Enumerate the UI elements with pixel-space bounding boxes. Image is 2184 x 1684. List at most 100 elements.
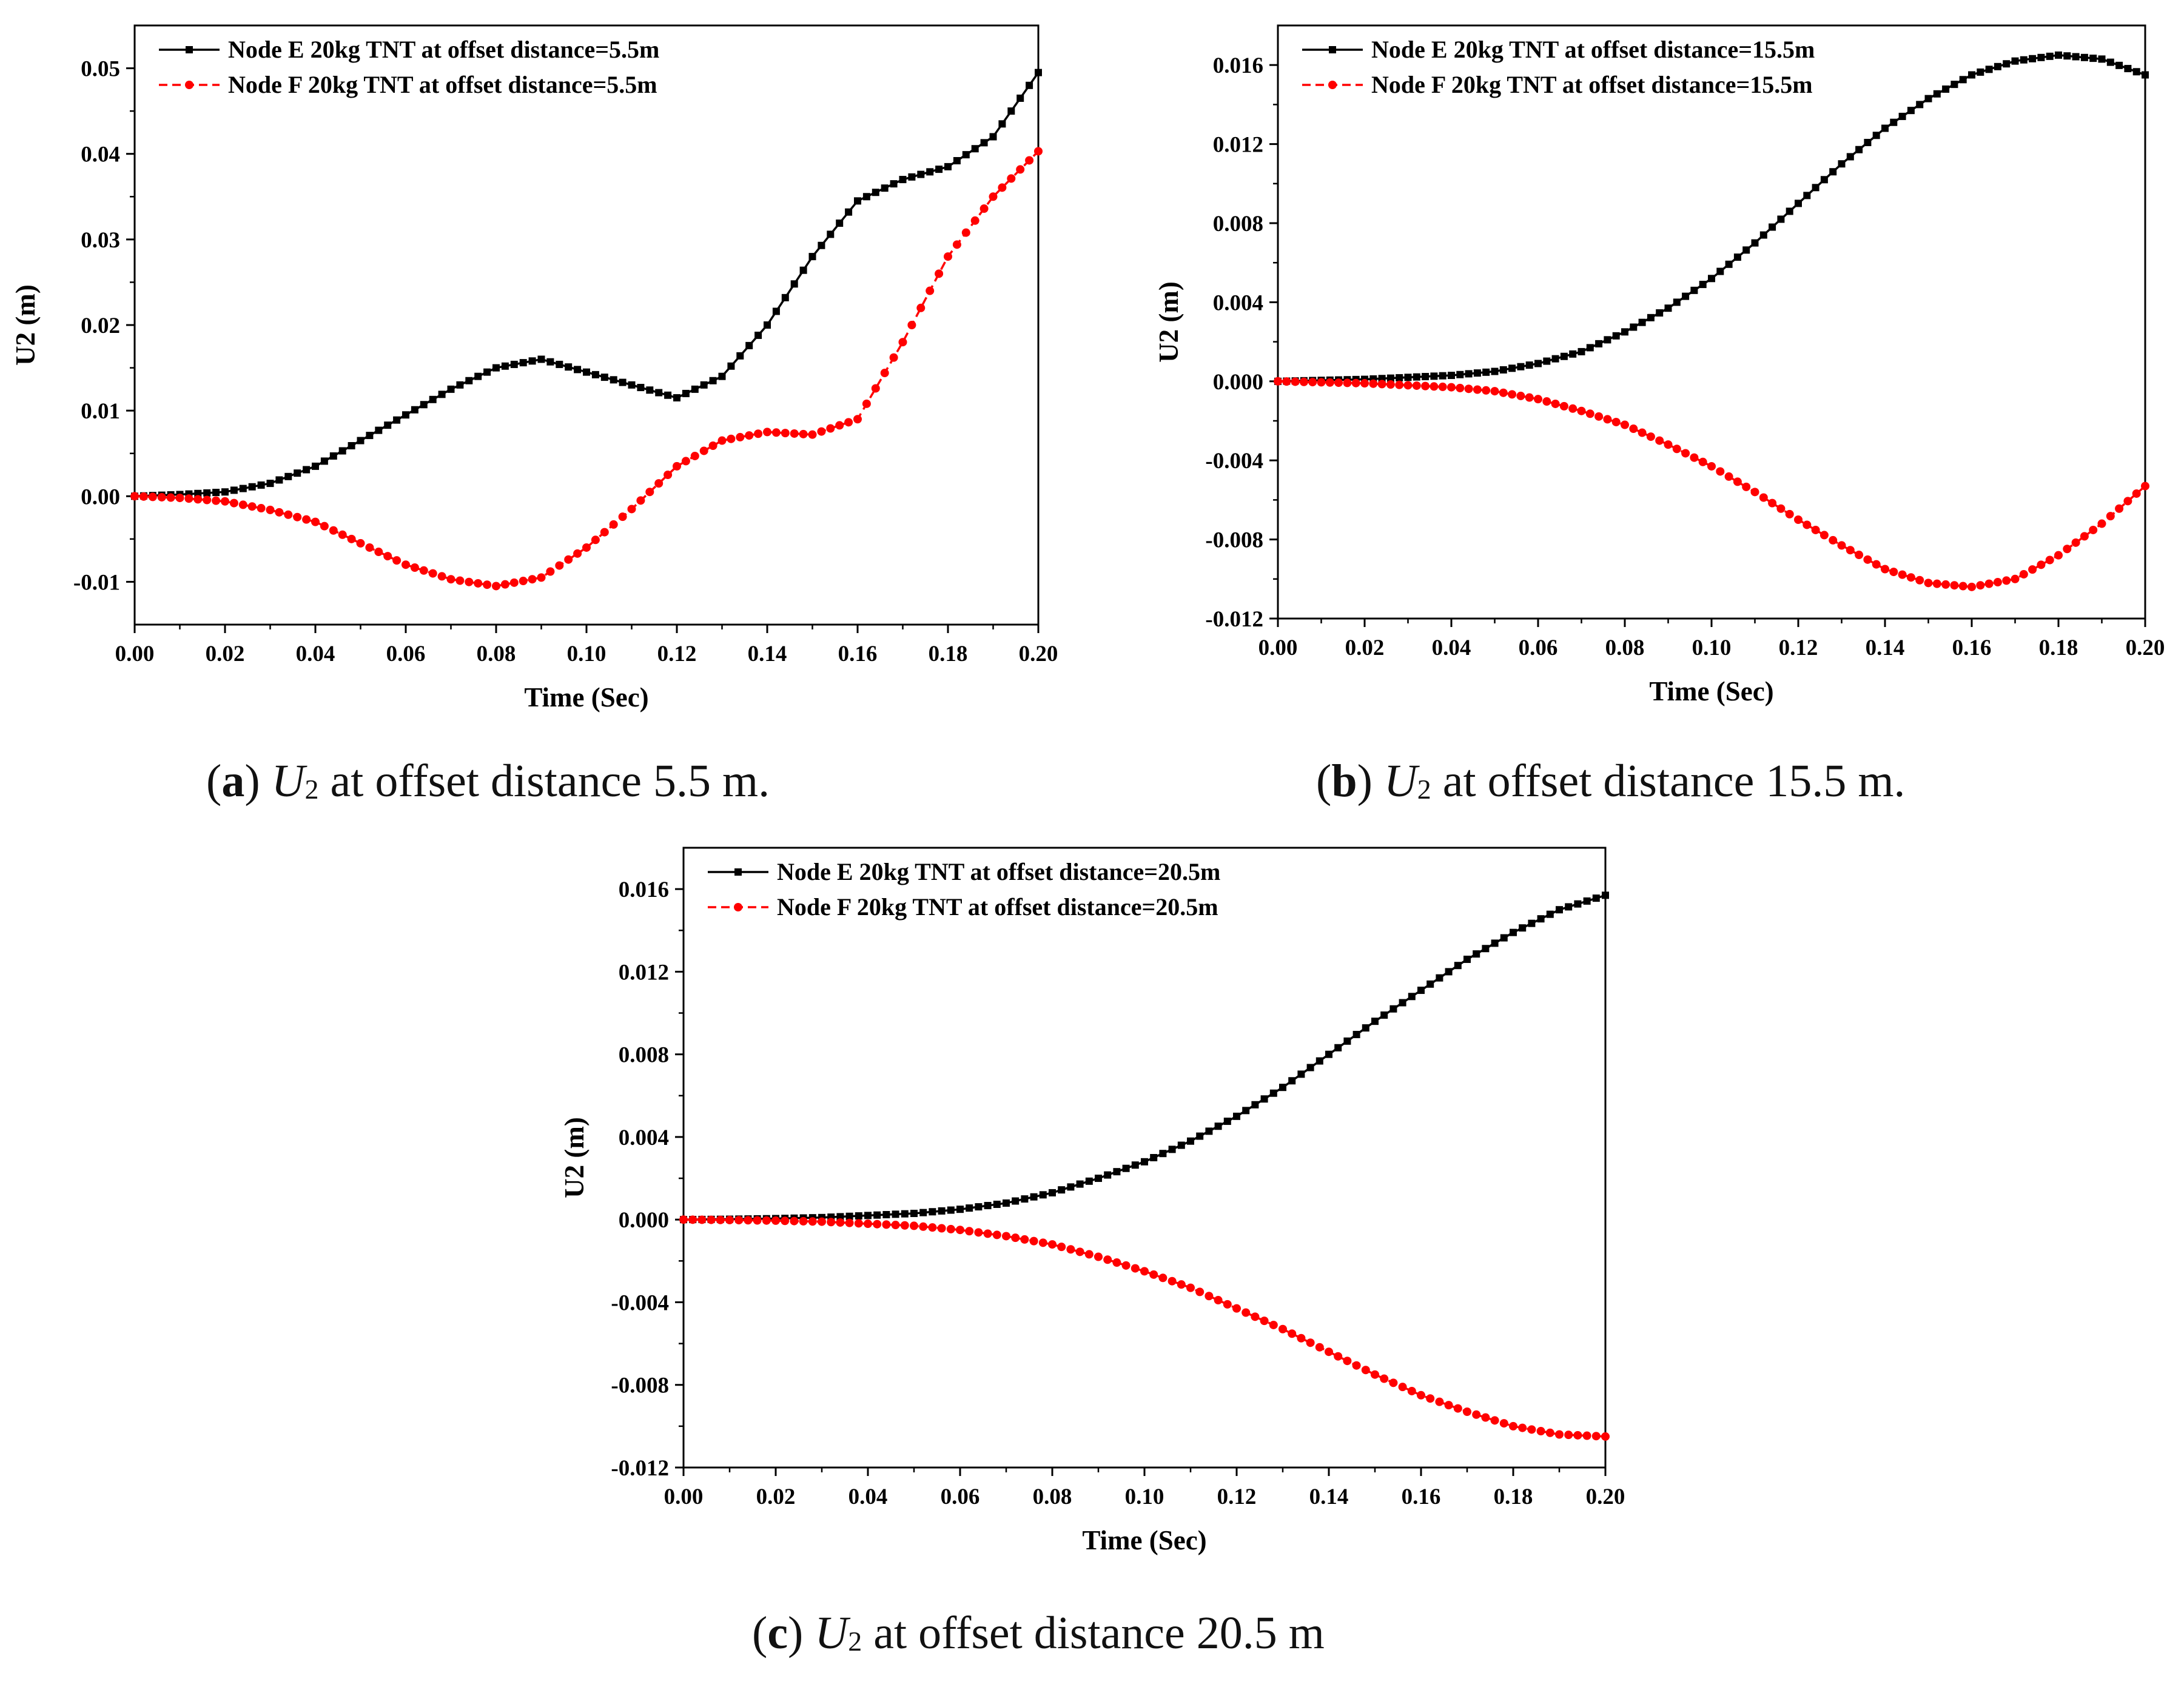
- legend-marker: [734, 868, 742, 876]
- x-tick-label: 0.04: [1432, 636, 1471, 660]
- data-point: [1002, 1232, 1010, 1241]
- data-point: [1020, 1235, 1029, 1244]
- data-point: [1412, 381, 1421, 390]
- data-point: [402, 560, 410, 569]
- data-point: [492, 582, 500, 591]
- data-point: [1733, 477, 1742, 486]
- data-point: [1742, 246, 1750, 254]
- data-point: [1759, 231, 1767, 239]
- data-point: [891, 1221, 900, 1230]
- data-point: [1803, 192, 1811, 200]
- data-point: [966, 1204, 973, 1212]
- data-point: [474, 579, 483, 588]
- data-point: [1103, 1255, 1112, 1264]
- data-point: [1959, 76, 1967, 84]
- legend-marker: [734, 903, 742, 911]
- x-tick-label: 0.00: [115, 642, 155, 666]
- data-point: [437, 572, 446, 581]
- data-point: [419, 566, 428, 575]
- data-point: [1223, 1300, 1232, 1309]
- data-point: [1482, 368, 1490, 376]
- x-tick-label: 0.06: [1519, 636, 1558, 660]
- x-tick-label: 0.18: [929, 642, 968, 666]
- data-point: [1551, 355, 1559, 363]
- data-point: [528, 575, 537, 584]
- data-point: [2045, 555, 2054, 565]
- data-point: [845, 208, 853, 216]
- legend-marker: [186, 46, 193, 53]
- data-point: [818, 241, 825, 249]
- data-point: [1556, 906, 1563, 914]
- series-line: [1277, 54, 2146, 383]
- data-point: [989, 133, 997, 141]
- data-point: [688, 1215, 697, 1224]
- data-point: [808, 253, 816, 261]
- data-point: [1510, 928, 1517, 936]
- data-point: [1094, 1252, 1103, 1261]
- data-point: [2106, 58, 2114, 66]
- data-point: [384, 421, 392, 429]
- data-point: [1985, 65, 1993, 73]
- data-point: [1177, 1280, 1186, 1289]
- data-point: [935, 269, 944, 278]
- data-point: [1473, 369, 1481, 377]
- data-point: [203, 489, 211, 497]
- data-point: [1417, 987, 1425, 995]
- data-point: [2029, 55, 2037, 62]
- data-point: [1066, 1245, 1075, 1254]
- data-point: [266, 505, 275, 514]
- data-point: [1881, 124, 1889, 132]
- data-point: [2132, 489, 2141, 498]
- y-tick-label: 0.008: [619, 1043, 669, 1068]
- data-point: [1369, 379, 1378, 388]
- data-point: [1030, 1193, 1038, 1201]
- data-point: [501, 362, 509, 370]
- data-point: [230, 486, 238, 494]
- legend-marker: [1329, 46, 1336, 53]
- data-point: [1095, 1175, 1102, 1182]
- data-point: [1140, 1267, 1149, 1276]
- data-point: [329, 526, 338, 535]
- data-point: [1360, 379, 1369, 388]
- x-tick-label: 0.04: [848, 1484, 888, 1509]
- data-point: [1352, 1030, 1360, 1038]
- data-point: [1508, 364, 1516, 372]
- data-point: [1621, 328, 1628, 336]
- data-point: [1038, 1238, 1047, 1247]
- data-point: [1325, 1347, 1333, 1357]
- data-point: [1976, 581, 1985, 590]
- data-point: [699, 446, 708, 455]
- data-point: [1399, 999, 1406, 1007]
- data-point: [854, 197, 861, 205]
- data-point: [734, 1216, 744, 1225]
- data-point: [1034, 147, 1043, 156]
- legend-label: Node E 20kg TNT at offset distance=5.5m: [228, 36, 659, 63]
- data-point: [1647, 314, 1655, 321]
- series-node-e: [1274, 51, 2149, 385]
- data-point: [1527, 1425, 1536, 1434]
- data-point: [1490, 1416, 1499, 1425]
- data-point: [754, 331, 762, 339]
- data-point: [1426, 980, 1434, 988]
- y-axis-label: U2 (m): [10, 284, 41, 366]
- data-point: [1500, 934, 1508, 942]
- y-tick-label: 0.000: [619, 1208, 669, 1233]
- y-tick-label: 0.004: [619, 1125, 669, 1150]
- data-point: [1629, 424, 1638, 434]
- y-tick-label: 0.03: [81, 228, 120, 253]
- data-point: [1537, 915, 1545, 923]
- data-point: [383, 552, 392, 561]
- data-point: [1560, 352, 1568, 360]
- data-point: [1915, 575, 1924, 585]
- x-tick-label: 0.14: [1309, 1484, 1349, 1509]
- data-point: [537, 355, 545, 363]
- data-point: [2002, 576, 2011, 585]
- data-point: [1977, 68, 1984, 76]
- data-point: [411, 406, 418, 414]
- data-point: [1325, 378, 1334, 387]
- data-point: [203, 495, 212, 505]
- data-point: [826, 424, 835, 433]
- data-point: [2071, 538, 2080, 547]
- data-point: [2106, 512, 2115, 521]
- data-point: [509, 578, 519, 587]
